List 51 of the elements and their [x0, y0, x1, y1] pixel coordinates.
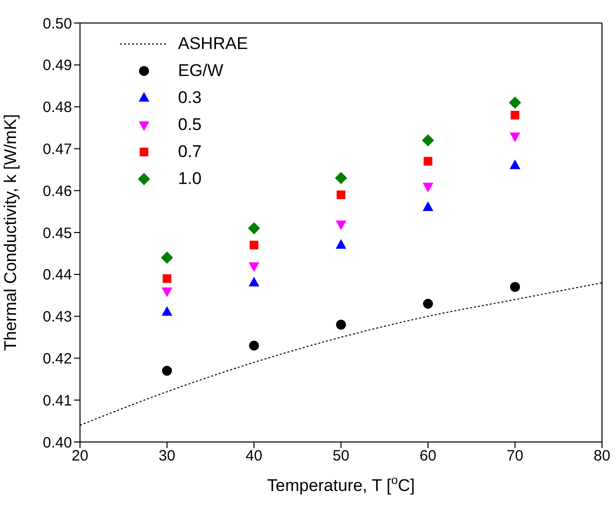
y-tick-label: 0.42	[42, 350, 72, 368]
point	[336, 320, 346, 330]
point	[162, 306, 172, 316]
legend-label: 0.5	[178, 114, 202, 134]
y-tick-label: 0.40	[42, 434, 72, 452]
y-tick-label: 0.44	[42, 266, 72, 284]
y-tick-label: 0.45	[42, 224, 72, 242]
y-tick-label: 0.43	[42, 308, 72, 326]
legend-label: EG/W	[178, 60, 224, 80]
point	[423, 298, 433, 309]
y-tick-label: 0.50	[42, 15, 72, 32]
x-tick-label: 30	[158, 448, 176, 465]
point	[162, 288, 172, 297]
point	[510, 160, 520, 170]
point	[161, 252, 173, 264]
point	[423, 182, 433, 192]
point	[162, 274, 172, 283]
x-tick-label: 50	[332, 448, 350, 465]
x-tick-label: 80	[594, 448, 610, 465]
legend-label: 0.3	[178, 88, 202, 108]
point	[250, 240, 258, 250]
point	[336, 240, 346, 249]
point	[336, 190, 346, 200]
legend-label: ASHRAE	[178, 34, 248, 54]
y-tick-label: 0.49	[42, 57, 72, 74]
x-axis-title: Temperature, T [$^{o}$C]	[267, 473, 415, 495]
point	[249, 277, 259, 286]
point	[335, 172, 347, 184]
y-tick-label: 0.47	[42, 141, 72, 158]
x-tick-label: 60	[420, 448, 436, 465]
point	[336, 220, 346, 230]
point	[249, 262, 259, 272]
point	[424, 156, 432, 166]
point	[249, 340, 259, 351]
x-tick-label: 70	[506, 448, 524, 465]
point	[510, 132, 520, 142]
point	[509, 96, 521, 109]
x-tick-label: 20	[72, 448, 88, 465]
point	[422, 134, 434, 146]
legend-label: 1.0	[178, 168, 202, 188]
x-tick-label: 40	[246, 448, 262, 465]
point	[162, 366, 172, 376]
y-tick-label: 0.41	[42, 392, 72, 410]
y-tick-label: 0.46	[42, 182, 72, 200]
legend-label: 0.7	[178, 142, 202, 162]
point	[248, 222, 260, 234]
point	[423, 202, 433, 212]
y-axis-title: Thermal Conductivity, k [W/mK]	[1, 114, 20, 351]
point	[510, 282, 520, 292]
y-tick-label: 0.48	[42, 99, 72, 116]
point	[510, 110, 520, 120]
